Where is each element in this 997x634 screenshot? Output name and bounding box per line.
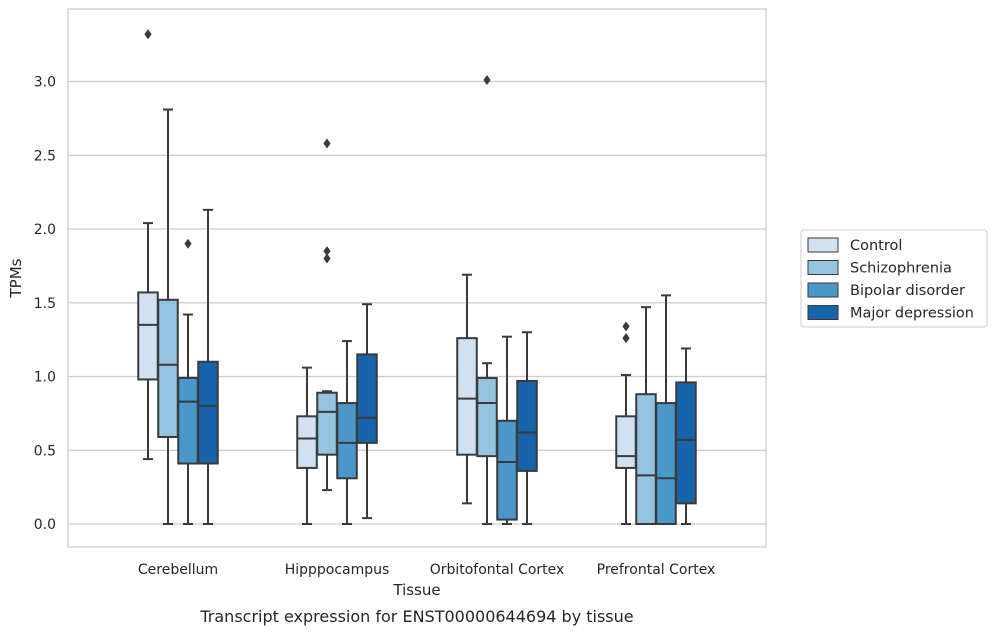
box-body (137, 291, 159, 381)
y-tick-label: 2.5 (34, 148, 56, 164)
figure-caption: Transcript expression for ENST0000064469… (199, 607, 633, 626)
box-body (655, 402, 677, 525)
box (615, 321, 637, 525)
box (476, 75, 498, 525)
x-axis-label: Tissue (392, 581, 440, 599)
box (157, 108, 179, 525)
box-body (197, 360, 219, 465)
box-body (336, 402, 358, 480)
box (516, 331, 538, 525)
box-body (356, 353, 378, 444)
x-tick-label: Orbitofontal Cortex (430, 562, 565, 578)
outlier-point (144, 29, 152, 40)
y-axis-label: TPMs (7, 258, 25, 298)
legend-swatch (807, 237, 839, 253)
legend-label: Major depression (850, 306, 974, 322)
legend-label: Schizophrenia (850, 261, 952, 277)
y-tick-label: 1.5 (34, 296, 56, 312)
box-body (635, 393, 657, 526)
outlier-point (622, 333, 630, 344)
box-body (516, 379, 538, 472)
x-tick-label: Hipppocampus (285, 562, 390, 578)
y-tick-label: 0.0 (34, 517, 56, 533)
legend-label: Control (850, 238, 902, 254)
plot-frame (67, 8, 767, 548)
box-body (316, 391, 338, 456)
x-axis-ticks: Cerebellum Hipppocampus Orbitofontal Corte… (138, 562, 715, 578)
outlier-point (184, 238, 192, 249)
box-body (296, 415, 318, 469)
box-body (675, 381, 697, 505)
x-tick-label: Cerebellum (138, 562, 218, 578)
y-axis-ticks: 0.0 0.5 1.0 1.5 2.0 2.5 3.0 (34, 75, 56, 534)
box-body (496, 419, 518, 521)
series-schizophrenia (157, 75, 657, 526)
box-body (476, 376, 498, 458)
box-body (157, 298, 179, 438)
outlier-point (323, 253, 331, 264)
legend-swatch (807, 282, 839, 298)
series-control (137, 29, 637, 525)
y-tick-label: 1.0 (34, 370, 56, 386)
box (655, 294, 677, 525)
box-body (615, 415, 637, 469)
legend-frame (800, 229, 988, 328)
outlier-point (483, 75, 491, 86)
box-series (137, 29, 697, 526)
outlier-point (323, 138, 331, 149)
legend-swatch (807, 305, 839, 320)
outlier-point (323, 246, 331, 257)
legend-swatch (807, 260, 839, 275)
box (675, 347, 697, 525)
series-major-depression (197, 208, 697, 525)
outlier-point (622, 321, 630, 332)
box (137, 29, 159, 461)
box (296, 366, 318, 525)
legend: Control Schizophrenia Bipolar disorder Majo… (800, 229, 988, 328)
y-tick-label: 3.0 (34, 75, 56, 91)
box (197, 208, 219, 525)
box (456, 273, 478, 505)
x-tick-label: Prefrontal Cortex (597, 562, 716, 578)
y-tick-label: 2.0 (34, 222, 56, 238)
box-body (456, 337, 478, 456)
y-tick-label: 0.5 (34, 443, 56, 459)
box (356, 303, 378, 520)
box-body (177, 376, 199, 465)
legend-label: Bipolar disorder (850, 283, 965, 299)
series-bipolar-disorder (177, 238, 677, 525)
